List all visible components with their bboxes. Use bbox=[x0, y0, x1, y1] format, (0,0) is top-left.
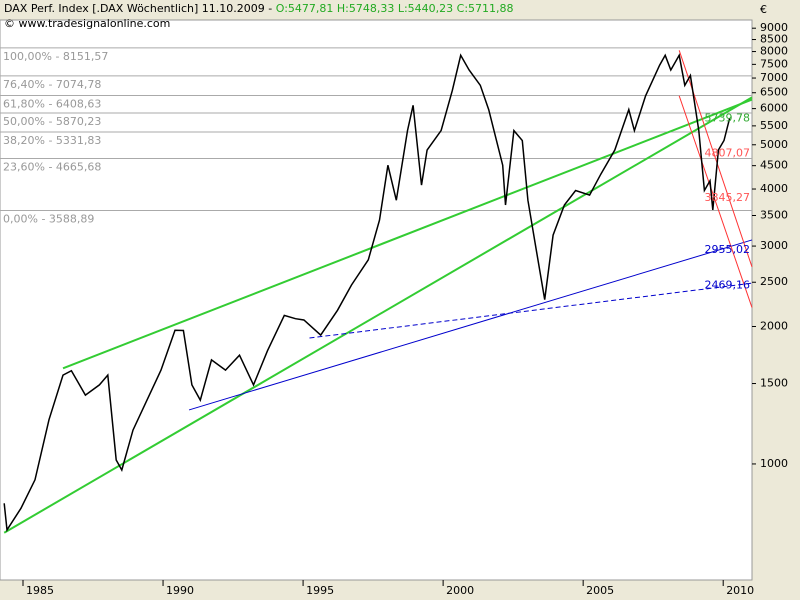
price-line bbox=[3, 53, 731, 533]
y-tick-label: 2000 bbox=[760, 319, 788, 332]
level-value-label: 2955,02 bbox=[705, 243, 751, 256]
unit-label: € bbox=[760, 3, 767, 16]
x-tick-label: 2000 bbox=[446, 584, 474, 597]
quote: O:5477,81 H:5748,33 L:5440,23 C:5711,88 bbox=[276, 2, 514, 15]
trendline bbox=[678, 95, 753, 308]
chart-title: DAX Perf. Index [.DAX Wöchentlich] 11.10… bbox=[4, 2, 272, 15]
x-tick-label: 1995 bbox=[306, 584, 334, 597]
y-tick-label: 2500 bbox=[760, 275, 788, 288]
y-tick-label: 8500 bbox=[760, 33, 788, 46]
fib-label: 38,20% - 5331,83 bbox=[3, 134, 101, 147]
fib-label: 50,00% - 5870,23 bbox=[3, 115, 101, 128]
trendline bbox=[188, 239, 753, 411]
fib-label: 100,00% - 8151,57 bbox=[3, 50, 108, 63]
y-tick-label: 8000 bbox=[760, 45, 788, 58]
y-tick-label: 9000 bbox=[760, 21, 788, 34]
y-tick-label: 7000 bbox=[760, 71, 788, 84]
x-tick-label: 2005 bbox=[586, 584, 614, 597]
trendline bbox=[62, 98, 753, 370]
y-tick-label: 3000 bbox=[760, 239, 788, 252]
y-tick-label: 5500 bbox=[760, 119, 788, 132]
x-tick-label: 1985 bbox=[26, 584, 54, 597]
fib-label: 0,00% - 3588,89 bbox=[3, 213, 94, 226]
y-tick-label: 6000 bbox=[760, 102, 788, 115]
y-tick-label: 6500 bbox=[760, 86, 788, 99]
level-value-label: 3845,27 bbox=[705, 191, 751, 204]
level-value-label: 4807,07 bbox=[705, 147, 751, 160]
y-tick-label: 5000 bbox=[760, 138, 788, 151]
y-tick-label: 1500 bbox=[760, 377, 788, 390]
y-tick-label: 4500 bbox=[760, 159, 788, 172]
y-tick-label: 7500 bbox=[760, 57, 788, 70]
trendline bbox=[309, 282, 753, 339]
level-value-label: 2469,16 bbox=[705, 279, 751, 292]
fib-label: 61,80% - 6408,63 bbox=[3, 98, 101, 111]
y-tick-label: 4000 bbox=[760, 182, 788, 195]
trendline bbox=[3, 96, 753, 534]
x-tick-label: 1990 bbox=[166, 584, 194, 597]
subtitle: © www.tradesignalonline.com bbox=[4, 17, 170, 30]
plot-area bbox=[0, 19, 753, 581]
y-tick-label: 1000 bbox=[760, 457, 788, 470]
fib-label: 76,40% - 7074,78 bbox=[3, 78, 101, 91]
fib-label: 23,60% - 4665,68 bbox=[3, 160, 101, 173]
y-tick-label: 3500 bbox=[760, 209, 788, 222]
header: DAX Perf. Index [.DAX Wöchentlich] 11.10… bbox=[4, 2, 514, 15]
level-value-label: 5739,78 bbox=[705, 111, 751, 124]
x-tick-label: 2010 bbox=[726, 584, 754, 597]
